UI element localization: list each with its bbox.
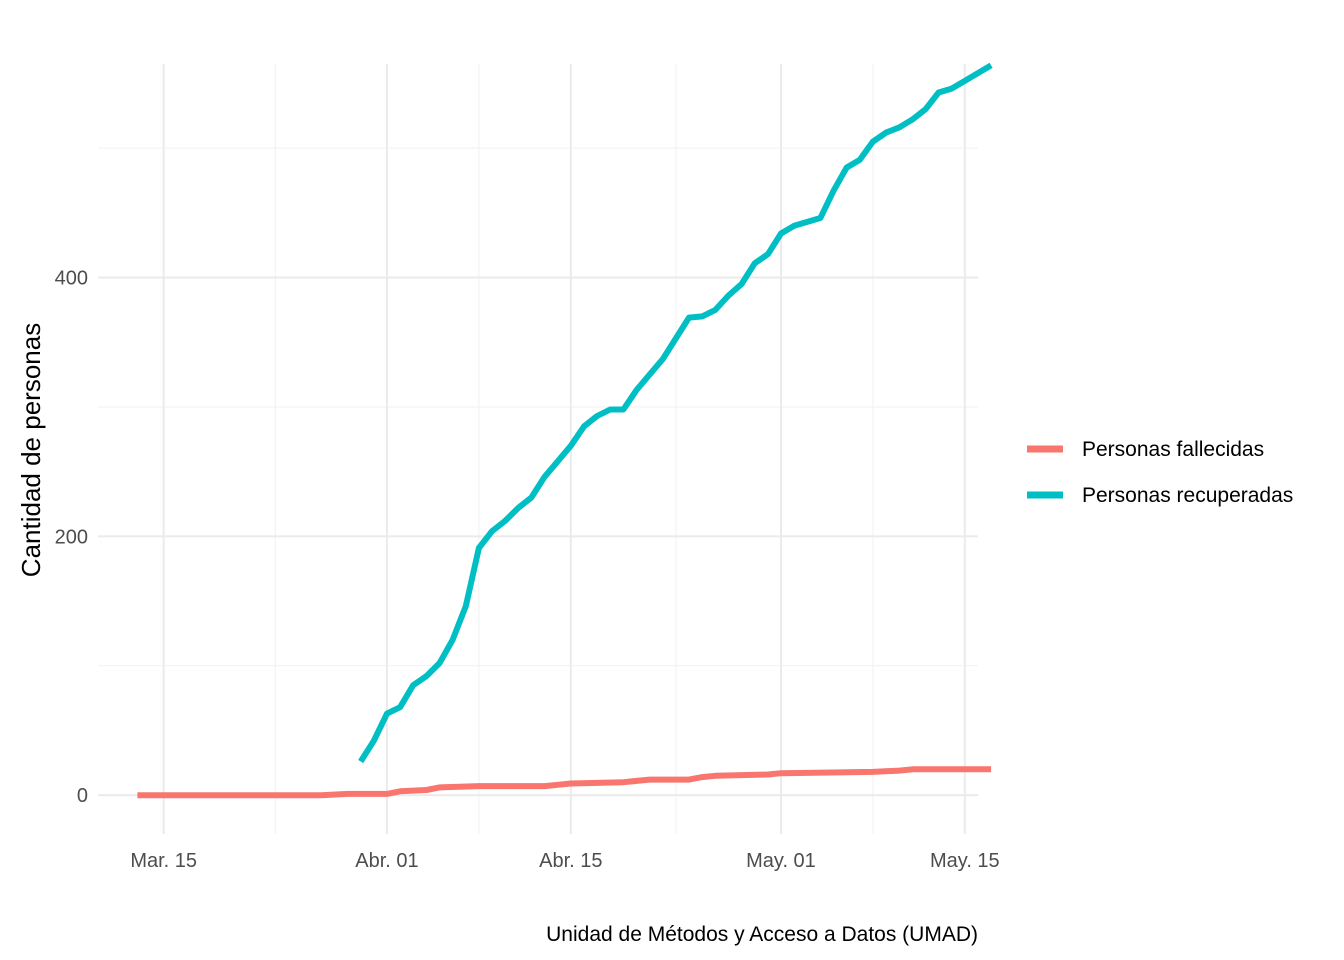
y-axis-title: Cantidad de personas — [16, 323, 46, 577]
series-lines — [137, 62, 993, 799]
legend-label: Personas fallecidas — [1082, 438, 1264, 461]
y-tick-label: 200 — [55, 526, 88, 548]
series-line-2 — [358, 62, 993, 764]
x-tick-label: Mar. 15 — [130, 850, 197, 872]
x-axis-ticks: Mar. 15 Abr. 01 Abr. 15 May. 01 May. 15 — [130, 850, 999, 872]
chart-caption: Unidad de Métodos y Acceso a Datos (UMAD… — [546, 923, 978, 946]
legend: Personas fallecidas Personas recuperadas — [1027, 438, 1293, 507]
major-gridlines — [98, 64, 978, 834]
series-line-1 — [137, 766, 992, 799]
y-axis-ticks: 0 200 400 — [55, 268, 88, 808]
x-tick-label: Abr. 15 — [539, 850, 602, 872]
x-tick-label: May. 01 — [746, 850, 816, 872]
x-tick-label: May. 15 — [930, 850, 1000, 872]
minor-gridlines — [98, 64, 978, 834]
legend-label: Personas recuperadas — [1082, 484, 1293, 507]
y-tick-label: 400 — [55, 268, 88, 290]
x-tick-label: Abr. 01 — [355, 850, 418, 872]
y-tick-label: 0 — [77, 785, 88, 807]
